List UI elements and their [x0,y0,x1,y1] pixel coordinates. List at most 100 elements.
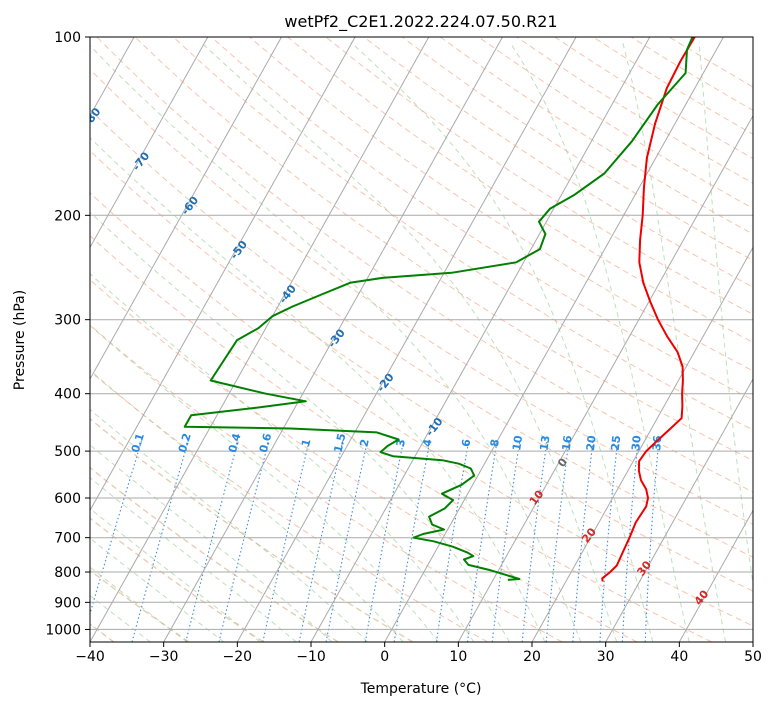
x-tick-label: 50 [744,649,762,665]
isotherm-line [531,246,753,642]
mixing-ratio-line [262,440,310,642]
dry-adiabat-line [90,279,638,642]
isotherm-line [90,37,282,380]
dry-adiabat-line [90,68,753,525]
dry-adiabat-line [90,324,563,642]
mixing-ratio-label: 13 [538,435,553,452]
mixing-ratio-line [131,440,189,642]
mixing-ratio-label: 0.1 [129,432,147,454]
mixing-ratio-label: 1 [299,438,313,448]
mixing-ratio-line [572,440,594,642]
mixing-ratio-line [521,440,548,642]
y-axis-ticks: 100 200 300 400 500 600 700 800 900 1000 [45,30,90,638]
y-tick-label: 700 [54,531,81,547]
dry-adiabat-line [134,37,753,462]
moist-adiabat-line [90,44,582,642]
y-tick-label: 500 [54,444,81,460]
dry-adiabat-line [249,37,753,372]
isotherm-line [310,37,651,642]
moist-adiabat-line [90,324,439,642]
mixing-ratio-label: 0.2 [176,432,194,454]
isotherm-line [90,37,209,249]
dewpoint-line [183,37,694,581]
y-tick-label: 100 [54,30,81,46]
x-tick-label: −30 [149,649,179,665]
x-axis-label: Temperature (°C) [360,681,482,697]
y-axis-label: Pressure (hPa) [12,290,28,390]
isotherm-line [605,377,753,642]
moist-adiabat-line [90,369,404,642]
moist-adiabat-line [90,477,297,642]
mixing-ratio-line [621,440,639,642]
mixing-ratio-line [545,440,570,642]
x-tick-label: 30 [597,649,615,665]
moist-adiabat-line [90,444,333,642]
dry-adiabat-line [90,235,712,642]
mixing-ratio-line [364,440,405,642]
mixing-ratio-label: 10 [510,434,525,451]
isotherm-line [457,114,753,642]
x-tick-label: 10 [449,649,467,665]
y-tick-label: 800 [54,565,81,581]
x-tick-label: −40 [75,649,105,665]
moist-adiabat-line [200,41,618,642]
moist-adiabat-line [698,42,753,588]
mixing-ratio-label: 3 [394,438,408,448]
isotherm-line [678,509,753,642]
mixing-ratio-line [90,440,143,616]
moist-adiabat-line [90,507,261,642]
x-tick-label: 40 [670,649,688,665]
mixing-ratio-label: 4 [420,438,434,448]
isotherm-line [90,37,356,512]
moist-adiabat-line [622,41,726,642]
mixing-ratio-line [325,440,369,642]
mixing-ratio-label: 6 [459,438,473,448]
x-tick-label: −10 [296,649,326,665]
dry-adiabat-line [90,466,339,642]
moist-adiabat-line [90,408,368,642]
isotherm-grid [90,37,753,642]
mixing-ratio-line [218,440,270,642]
mixing-ratio-label: 8 [488,438,502,448]
mixing-ratio-label: 2 [358,438,372,448]
mixing-ratio-label: 36 [650,435,664,452]
dry-adiabat-line [90,108,753,558]
moist-adiabat-line [90,211,510,642]
mixing-ratio-line [435,440,470,642]
temperature-line [601,37,696,582]
dry-adiabat-line [90,370,488,642]
moist-adiabat-line [90,594,151,642]
x-tick-label: 0 [380,649,389,665]
mixing-ratio-label: 0.6 [257,432,275,454]
mixing-ratio-label: 0.4 [226,432,244,455]
dry-adiabat-lines [90,37,753,642]
mixing-ratio-label: 30 [629,434,643,451]
y-tick-label: 600 [54,491,81,507]
mixing-ratio-line [466,440,498,642]
x-tick-label: −20 [223,649,253,665]
mixing-ratio-label: 25 [609,435,624,452]
mixing-ratio-label: 1.5 [331,432,348,454]
isotherm-line [236,37,577,642]
x-axis-ticks: −40 −30 −20 −10 0 10 20 30 40 50 [75,642,762,665]
isobar-grid [90,37,753,630]
moist-adiabat-line [90,137,546,642]
plot-area: 0.10.20.40.611.52346810131620253036-100-… [90,37,753,642]
mixing-ratio-label: 16 [560,434,575,451]
dry-adiabat-line [96,37,753,493]
y-tick-label: 200 [54,208,81,224]
y-tick-label: 400 [54,387,81,403]
y-tick-label: 1000 [45,622,81,638]
chart-title: wetPf2_C2E1.2022.224.07.50.R21 [284,12,557,32]
dry-adiabat-line [90,192,753,627]
isotherm-line [384,37,724,642]
mixing-ratio-line [644,440,660,642]
dry-adiabat-line [90,517,264,642]
isotherm-line [163,37,503,642]
dry-adiabat-line [90,569,190,642]
sounding-series [183,37,696,582]
mixing-ratio-line [599,440,619,642]
plot-frame [89,36,754,643]
